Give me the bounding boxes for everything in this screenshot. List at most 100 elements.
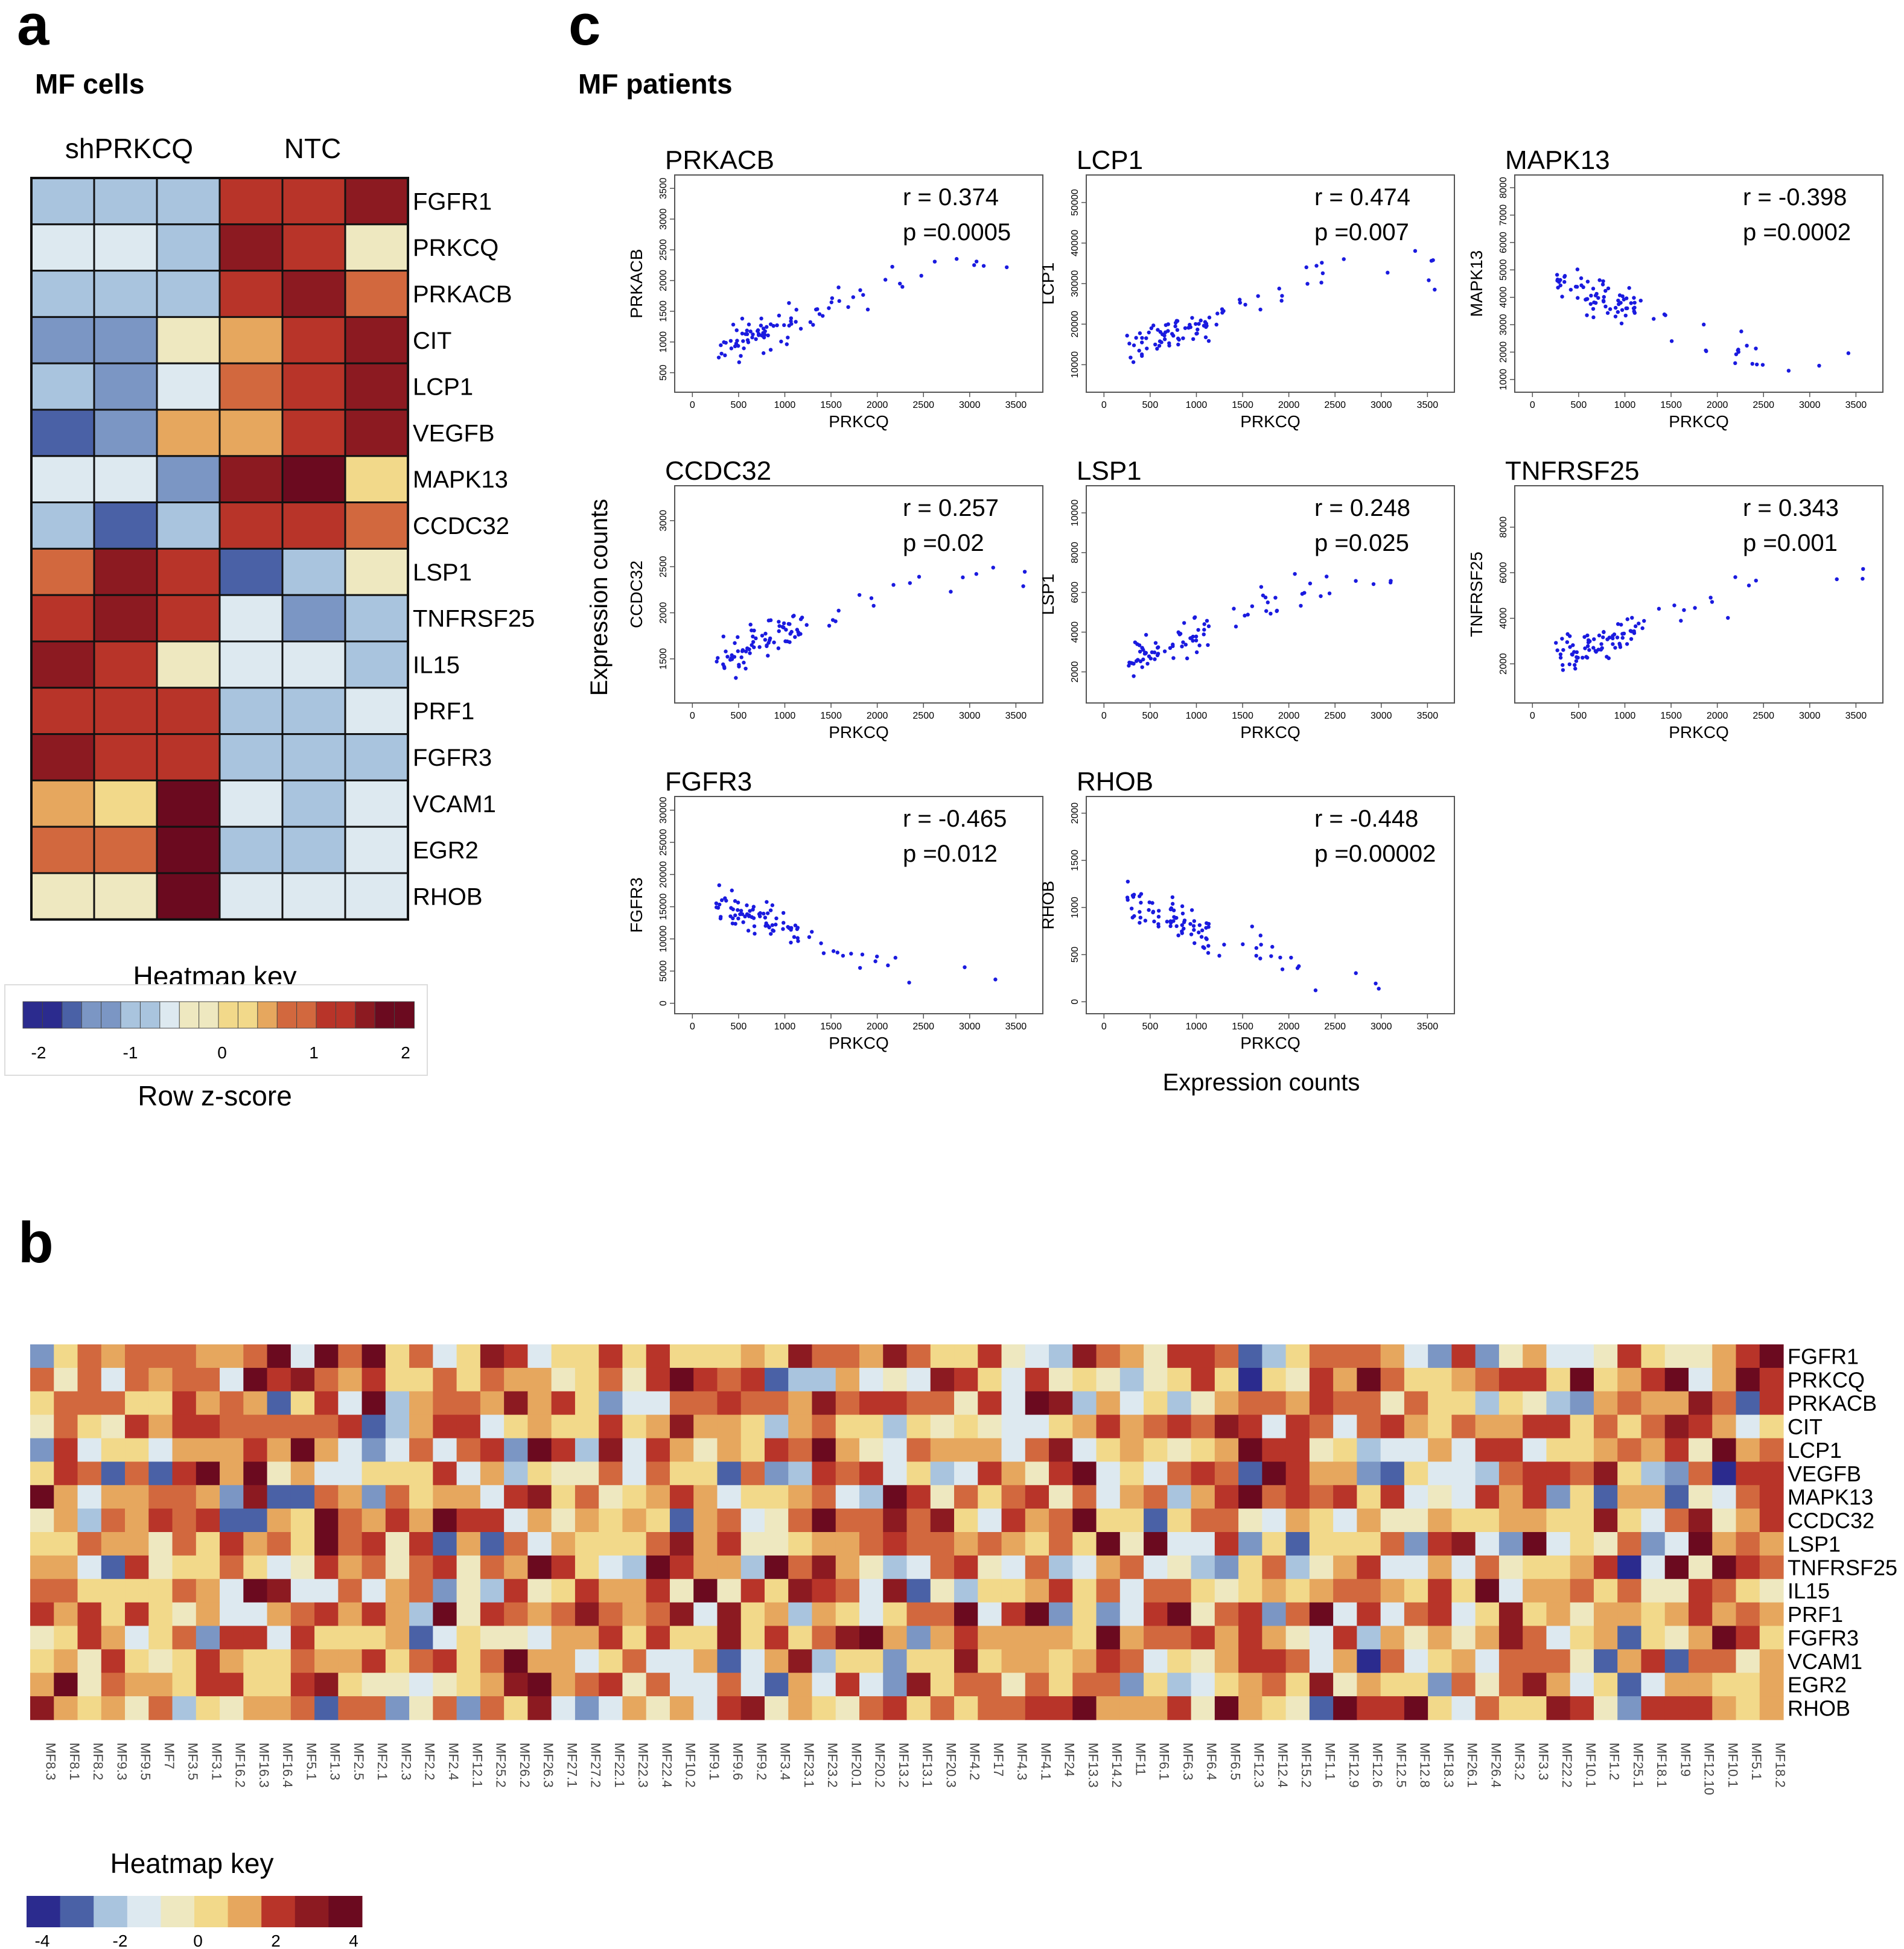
heatmap-b-cell [717, 1509, 742, 1533]
scatter-point [1319, 281, 1323, 285]
heatmap-b-cell [906, 1485, 931, 1509]
heatmap-a-key-swatch [374, 1001, 395, 1029]
scatter-point [1022, 570, 1027, 574]
heatmap-b-cell [101, 1555, 126, 1580]
scatter-point [1143, 918, 1148, 923]
scatter-point [1258, 307, 1262, 312]
heatmap-b-cell [835, 1673, 860, 1697]
heatmap-b-cell [385, 1461, 410, 1486]
scatter-point [719, 351, 724, 356]
scatter-point [1162, 649, 1167, 653]
heatmap-b-cell [1617, 1367, 1642, 1392]
scatter-point [768, 618, 773, 623]
heatmap-b-cell [361, 1461, 386, 1486]
heatmap-b-cell [1285, 1602, 1310, 1627]
heatmap-b-cell [385, 1391, 410, 1416]
scatter-point [1606, 656, 1611, 661]
heatmap-b-cell [338, 1532, 363, 1556]
heatmap-b-col-label: MF4.3 [1014, 1743, 1030, 1780]
heatmap-b-cell [599, 1367, 623, 1392]
heatmap-b-cell [1641, 1414, 1666, 1439]
heatmap-a-cell [30, 779, 95, 828]
heatmap-b-cell [1025, 1344, 1049, 1369]
scatter-point [723, 353, 727, 358]
scatter-point [1576, 296, 1580, 300]
scatter-ytick-label: 4000 [1070, 622, 1080, 643]
scatter-point [829, 300, 833, 305]
scatter-point [1293, 571, 1297, 576]
heatmap-b-cell [1428, 1438, 1453, 1462]
scatter-point [1616, 298, 1620, 303]
scatter-point [1136, 658, 1140, 662]
scatter-point [1202, 632, 1206, 637]
heatmap-b-cell [978, 1532, 1002, 1556]
heatmap-b-cell [978, 1344, 1002, 1369]
heatmap-b-cell [883, 1367, 908, 1392]
heatmap-b-cell [622, 1344, 647, 1369]
heatmap-b-col-label: MF12.1 [470, 1743, 485, 1788]
heatmap-b-cell [1546, 1626, 1571, 1650]
heatmap-b-cell [1451, 1673, 1476, 1697]
heatmap-b-cell [1404, 1649, 1428, 1673]
scatter-point [1579, 276, 1584, 281]
heatmap-b-cell [385, 1579, 410, 1603]
scatter-point [1127, 342, 1132, 346]
heatmap-b-cell [978, 1649, 1002, 1673]
heatmap-b-cell [717, 1414, 742, 1439]
heatmap-b-cell [1451, 1438, 1476, 1462]
scatter-point [1597, 278, 1602, 282]
heatmap-b-cell [599, 1438, 623, 1462]
scatter-point [763, 631, 768, 636]
heatmap-a-cell [93, 872, 158, 921]
heatmap-b-cell [740, 1438, 765, 1462]
heatmap-b-cell [669, 1649, 694, 1673]
scatter-point [1606, 286, 1611, 291]
heatmap-b-cell [1404, 1367, 1428, 1392]
heatmap-b-cell [456, 1414, 481, 1439]
heatmap-b-cell [1262, 1579, 1287, 1603]
heatmap-a-cell [218, 594, 284, 643]
heatmap-b-cell [1072, 1344, 1097, 1369]
scatter-point [1138, 910, 1142, 914]
heatmap-b-cell [338, 1579, 363, 1603]
scatter-point [1558, 652, 1563, 657]
heatmap-b-cell [1214, 1673, 1239, 1697]
heatmap-b-cell [196, 1673, 220, 1697]
heatmap-b-cell [1072, 1509, 1097, 1533]
scatter-point [1632, 296, 1636, 300]
heatmap-b-cell [338, 1391, 363, 1416]
heatmap-b-cell [243, 1579, 268, 1603]
scatter-point [808, 320, 813, 325]
scatter-ytick-label: 20000 [658, 861, 669, 888]
heatmap-b-row-label: CCDC32 [1788, 1509, 1874, 1533]
heatmap-b-cell [575, 1555, 599, 1580]
heatmap-b-col-label: MF12.3 [1252, 1743, 1267, 1788]
scatter-point [742, 660, 746, 665]
heatmap-a-cell [281, 409, 346, 457]
heatmap-b-cell [101, 1485, 126, 1509]
scatter-point [919, 273, 923, 278]
heatmap-b-cell [527, 1673, 552, 1697]
scatter-xtick-label: 1500 [1232, 1022, 1253, 1032]
heatmap-a-cell [93, 223, 158, 272]
scatter-point [737, 360, 741, 364]
scatter-point [754, 636, 758, 641]
scatter-point [1175, 328, 1180, 332]
heatmap-b-cell [1380, 1344, 1405, 1369]
heatmap-b-cell [1191, 1485, 1215, 1509]
heatmap-b-col-label: MF23.2 [825, 1743, 840, 1788]
heatmap-b-cell [646, 1438, 670, 1462]
heatmap-b-cell [1262, 1391, 1287, 1416]
heatmap-b-row-label: PRKCQ [1788, 1367, 1865, 1392]
heatmap-b-cell [77, 1696, 102, 1720]
heatmap-b-cell [1191, 1532, 1215, 1556]
scatter-xtick-label: 500 [731, 1022, 747, 1032]
scatter-frame [1514, 485, 1883, 704]
heatmap-b-cell [77, 1509, 102, 1533]
scatter-point [1261, 593, 1266, 597]
scatter-point [787, 300, 791, 305]
scatter-point [1600, 635, 1605, 640]
heatmap-b-cell [1333, 1673, 1357, 1697]
heatmap-b-cell [575, 1626, 599, 1650]
